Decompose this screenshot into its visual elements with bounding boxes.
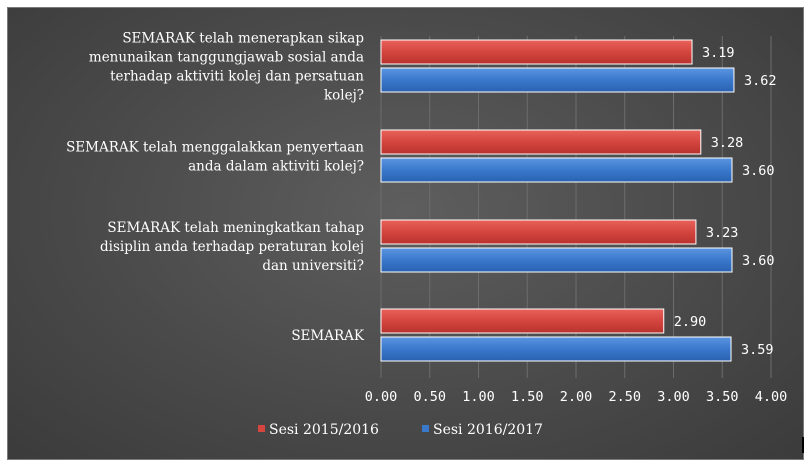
edge-mark — [802, 437, 804, 453]
legend-label: Sesi 2015/2016 — [269, 422, 379, 438]
data-label: 2.90 — [674, 314, 707, 330]
bar-sesi-2016-2017 — [380, 67, 735, 93]
bar-chart: 3.19 3.28 3.23 2.90 3.62 3.60 3.60 3.59 SEMARAK… — [66, 31, 788, 439]
category-label: SEMARAK telah meningkatkan tahap — [107, 220, 364, 236]
data-label: 3.19 — [702, 45, 735, 61]
category-label: disiplin anda terhadap peraturan kolej — [100, 239, 364, 255]
bar-sesi-2016-2017 — [380, 247, 733, 273]
x-tick-label: 2.50 — [608, 389, 641, 405]
legend: Sesi 2015/2016 Sesi 2016/2017 — [258, 422, 543, 438]
x-tick-label: 0.00 — [365, 389, 398, 405]
bar-sesi-2016-2017 — [380, 157, 733, 183]
bar-sesi-2015-2016 — [380, 129, 702, 155]
data-label: 3.60 — [742, 163, 775, 179]
x-tick-label: 1.50 — [511, 389, 544, 405]
category-labels: SEMARAK telah menerapkan sikap menunaikan… — [66, 31, 365, 345]
x-axis-ticks: 0.00 0.50 1.00 1.50 2.00 2.50 3.00 3.50 4.00 — [365, 389, 788, 405]
x-tick-label: 1.00 — [462, 389, 495, 405]
x-tick-label: 4.00 — [755, 389, 788, 405]
bar-sesi-2015-2016 — [380, 219, 697, 245]
bars — [380, 39, 735, 362]
legend-label: Sesi 2016/2017 — [433, 422, 543, 438]
bar-sesi-2015-2016 — [380, 39, 693, 65]
bar-sesi-2015-2016 — [380, 308, 665, 334]
x-tick-label: 3.00 — [657, 389, 690, 405]
category-label: SEMARAK telah menerapkan sikap — [122, 31, 364, 47]
x-tick-label: 2.00 — [560, 389, 593, 405]
x-tick-label: 0.50 — [413, 389, 446, 405]
data-labels: 3.19 3.28 3.23 2.90 3.62 3.60 3.60 3.59 — [674, 45, 777, 358]
legend-swatch — [422, 425, 429, 432]
x-tick-label: 3.50 — [706, 389, 739, 405]
category-label: terhadap aktiviti kolej dan persatuan — [110, 69, 364, 85]
category-label: kolej? — [324, 88, 364, 104]
legend-swatch — [258, 425, 265, 432]
data-label: 3.62 — [744, 73, 777, 89]
data-label: 3.23 — [706, 225, 739, 241]
data-label: 3.59 — [741, 342, 774, 358]
category-label: SEMARAK telah menggalakkan penyertaan — [66, 140, 364, 156]
data-label: 3.28 — [711, 135, 744, 151]
category-label: menunaikan tanggungjawab sosial anda — [89, 50, 364, 66]
category-label: anda dalam aktiviti kolej? — [188, 159, 364, 175]
data-label: 3.60 — [742, 253, 775, 269]
category-label: SEMARAK — [291, 328, 365, 344]
category-label: dan universiti? — [262, 258, 364, 274]
chart-panel: 3.19 3.28 3.23 2.90 3.62 3.60 3.60 3.59 SEMARAK… — [7, 7, 804, 460]
gridlines — [380, 36, 772, 378]
bar-sesi-2016-2017 — [380, 336, 732, 362]
